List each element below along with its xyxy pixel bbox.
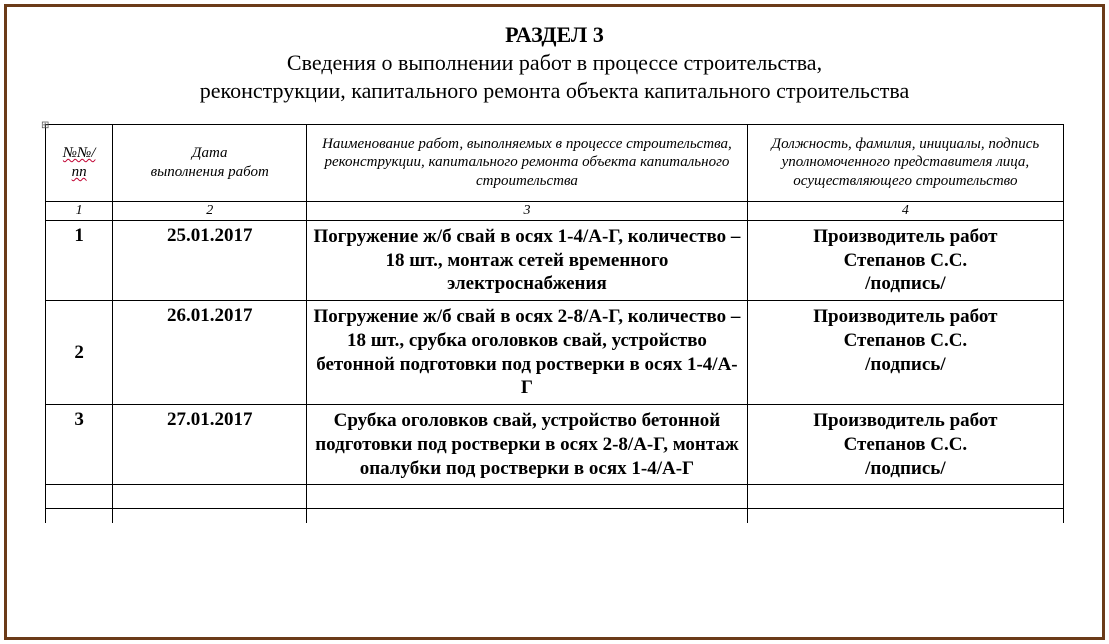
column-number-row: 1 2 3 4 bbox=[46, 201, 1064, 220]
row-signature: Производитель работ Степанов С.С. /подпи… bbox=[747, 301, 1063, 405]
row-index: 2 bbox=[46, 301, 113, 405]
works-table: №№/ пп Дата выполнения работ Наименовани… bbox=[45, 124, 1064, 523]
colnum-1: 1 bbox=[46, 201, 113, 220]
row-signature: Производитель работ Степанов С.С. /подпи… bbox=[747, 220, 1063, 300]
colnum-2: 2 bbox=[113, 201, 307, 220]
document-frame: РАЗДЕЛ 3 Сведения о выполнении работ в п… bbox=[4, 4, 1105, 640]
signer-name: Степанов С.С. bbox=[844, 330, 968, 351]
row-index: 1 bbox=[46, 220, 113, 300]
row-description: Погружение ж/б свай в осях 1-4/А-Г, коли… bbox=[307, 220, 748, 300]
header-description: Наименование работ, выполняемых в процес… bbox=[307, 124, 748, 201]
section-number: РАЗДЕЛ 3 bbox=[45, 21, 1064, 49]
signer-name: Степанов С.С. bbox=[844, 434, 968, 455]
header-date: Дата выполнения работ bbox=[113, 124, 307, 201]
table-row: 2 26.01.2017 Погружение ж/б свай в осях … bbox=[46, 301, 1064, 405]
table-anchor-icon: ⊞ bbox=[41, 120, 49, 131]
signer-signature: /подпись/ bbox=[865, 458, 945, 479]
colnum-3: 3 bbox=[307, 201, 748, 220]
table-header-row: №№/ пп Дата выполнения работ Наименовани… bbox=[46, 124, 1064, 201]
row-signature: Производитель работ Степанов С.С. /подпи… bbox=[747, 405, 1063, 485]
colnum-4: 4 bbox=[747, 201, 1063, 220]
title-block: РАЗДЕЛ 3 Сведения о выполнении работ в п… bbox=[45, 21, 1064, 106]
row-date: 25.01.2017 bbox=[113, 220, 307, 300]
header-index: №№/ пп bbox=[46, 124, 113, 201]
section-title-line-1: Сведения о выполнении работ в процессе с… bbox=[45, 49, 1064, 78]
table-empty-row bbox=[46, 485, 1064, 509]
row-date: 27.01.2017 bbox=[113, 405, 307, 485]
signer-signature: /подпись/ bbox=[865, 273, 945, 294]
header-signer: Должность, фамилия, инициалы, подпись уп… bbox=[747, 124, 1063, 201]
row-index: 3 bbox=[46, 405, 113, 485]
table-row: 1 25.01.2017 Погружение ж/б свай в осях … bbox=[46, 220, 1064, 300]
table-empty-row bbox=[46, 509, 1064, 523]
row-description: Погружение ж/б свай в осях 2-8/А-Г, коли… bbox=[307, 301, 748, 405]
signer-name: Степанов С.С. bbox=[844, 250, 968, 271]
section-title-line-2: реконструкции, капитального ремонта объе… bbox=[45, 77, 1064, 106]
table-row: 3 27.01.2017 Срубка оголовков свай, устр… bbox=[46, 405, 1064, 485]
row-date: 26.01.2017 bbox=[113, 301, 307, 405]
signer-role: Производитель работ bbox=[813, 226, 997, 247]
signer-role: Производитель работ bbox=[813, 306, 997, 327]
signer-role: Производитель работ bbox=[813, 410, 997, 431]
row-description: Срубка оголовков свай, устройство бетонн… bbox=[307, 405, 748, 485]
signer-signature: /подпись/ bbox=[865, 354, 945, 375]
